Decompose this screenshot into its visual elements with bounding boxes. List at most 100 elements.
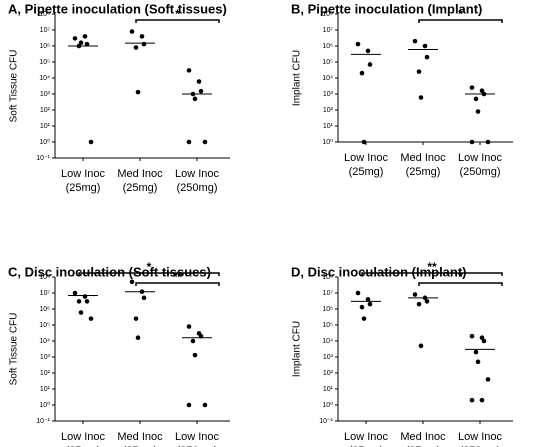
y-tick-label: 10¹ <box>40 123 51 130</box>
y-tick-label: 10⁸ <box>322 274 333 281</box>
x-tick-sublabel: (250mg) <box>177 445 218 447</box>
data-point <box>424 54 430 60</box>
x-tick-sublabel: (25mg) <box>406 445 441 447</box>
panel: B, Pipette inoculation (Implant) Implant … <box>291 1 513 178</box>
significance-bracket <box>418 19 503 23</box>
data-point <box>202 402 208 408</box>
panel: D, Disc inoculation (Implant) Implant CFU… <box>291 260 513 447</box>
x-tick-sublabel: (25mg) <box>66 445 101 447</box>
data-point <box>78 310 84 315</box>
y-tick-label: 10⁵ <box>39 322 50 329</box>
y-tick-label: 10² <box>323 370 334 377</box>
data-point <box>186 139 192 145</box>
y-tick-label: 10⁰ <box>39 138 50 146</box>
y-tick-label: 10⁶ <box>39 43 50 50</box>
data-point <box>479 397 485 403</box>
data-point <box>418 95 424 100</box>
x-tick-label: Med Inoc <box>117 431 163 443</box>
y-tick-label: 10⁵ <box>39 59 50 66</box>
data-point <box>469 397 475 403</box>
y-tick-label: 10⁰ <box>322 401 333 409</box>
x-tick-label: Low Inoc <box>175 168 220 180</box>
x-tick-sublabel: (25mg) <box>123 182 158 194</box>
y-tick-label: 10⁵ <box>322 59 333 66</box>
data-point <box>186 324 192 329</box>
y-tick-label: 10⁵ <box>322 322 333 329</box>
y-tick-label: 10⁰ <box>39 401 50 409</box>
significance-label: * <box>458 7 463 21</box>
data-point <box>361 139 367 145</box>
y-tick-label: 10⁶ <box>322 306 333 313</box>
x-tick-label: Low Inoc <box>344 431 389 443</box>
data-point <box>133 45 139 50</box>
significance-label: * <box>458 270 463 284</box>
x-tick-label: Low Inoc <box>61 168 106 180</box>
data-point <box>359 70 365 76</box>
y-tick-label: 10² <box>323 107 334 114</box>
data-point <box>367 301 373 307</box>
x-tick-label: Low Inoc <box>458 431 503 443</box>
y-tick-label: 10³ <box>323 91 334 98</box>
data-point <box>473 349 479 355</box>
x-tick-label: Low Inoc <box>458 152 503 164</box>
data-point <box>424 299 430 304</box>
y-tick-label: 10⁸ <box>39 11 50 18</box>
data-point <box>365 48 371 54</box>
data-point <box>141 41 147 47</box>
data-point <box>422 43 428 49</box>
y-tick-label: 10⁷ <box>323 27 334 34</box>
significance-bracket <box>361 272 503 276</box>
panel: C, Disc inoculation (Soft tissues) Soft T… <box>8 260 230 447</box>
x-tick-sublabel: (25mg) <box>123 445 158 447</box>
panel: A, Pipette inoculation (Soft tissues) Sof… <box>8 1 230 194</box>
data-point <box>355 41 361 47</box>
y-tick-label: 10³ <box>40 91 51 98</box>
y-axis-label: Soft Tissue CFU <box>9 313 20 386</box>
significance-label: * <box>175 7 180 21</box>
data-point <box>192 96 198 102</box>
panel-title: A, Pipette inoculation (Soft tissues) <box>8 1 227 16</box>
y-tick-label: 10⁴ <box>39 75 50 82</box>
data-point <box>135 335 141 341</box>
y-tick-label: 10⁶ <box>39 306 50 313</box>
y-tick-label: 10⁰ <box>322 138 333 146</box>
data-point <box>84 299 90 304</box>
data-point <box>192 352 198 358</box>
data-point <box>139 34 145 39</box>
data-point <box>485 139 491 145</box>
y-tick-label: 10⁸ <box>39 274 50 281</box>
x-tick-sublabel: (250mg) <box>460 166 501 178</box>
x-tick-sublabel: (25mg) <box>349 445 384 447</box>
x-tick-sublabel: (25mg) <box>349 166 384 178</box>
significance-bracket <box>418 282 503 286</box>
data-point <box>82 294 88 299</box>
y-tick-label: 10¹ <box>323 386 334 393</box>
y-tick-label: 10⁴ <box>322 338 333 345</box>
significance-bracket <box>135 19 220 23</box>
y-tick-label: 10⁶ <box>322 43 333 50</box>
y-axis-label: Soft Tissue CFU <box>9 50 20 123</box>
data-point <box>82 34 88 39</box>
x-tick-label: Low Inoc <box>61 431 106 443</box>
panel-title: C, Disc inoculation (Soft tissues) <box>8 264 211 279</box>
x-tick-label: Med Inoc <box>400 152 446 164</box>
x-tick-sublabel: (250mg) <box>177 182 218 194</box>
x-tick-sublabel: (25mg) <box>66 182 101 194</box>
data-point <box>190 338 196 344</box>
panel-title: B, Pipette inoculation (Implant) <box>291 1 482 16</box>
y-axis-label: Implant CFU <box>292 50 303 106</box>
data-point <box>365 297 371 302</box>
x-tick-label: Med Inoc <box>117 168 163 180</box>
data-point <box>202 139 208 145</box>
data-point <box>481 338 487 344</box>
x-tick-sublabel: (25mg) <box>406 166 441 178</box>
data-point <box>76 299 82 304</box>
y-tick-label: 10⁻¹ <box>36 155 50 162</box>
y-tick-label: 10¹ <box>323 123 334 130</box>
data-point <box>412 38 418 44</box>
data-point <box>469 139 475 145</box>
data-point <box>416 301 422 307</box>
data-point <box>88 316 94 321</box>
data-point <box>359 304 365 310</box>
